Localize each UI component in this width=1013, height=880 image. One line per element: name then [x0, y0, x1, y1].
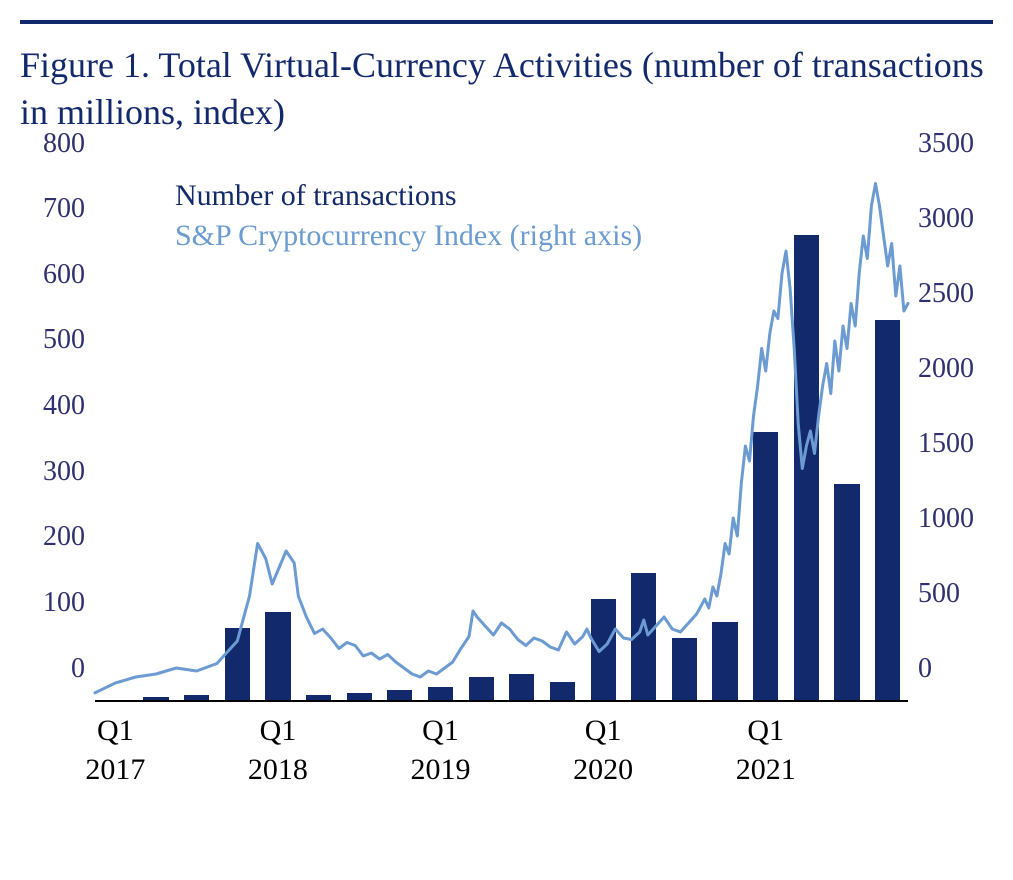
x-tick-label-top: Q1 — [411, 711, 471, 750]
figure-container: Figure 1. Total Virtual-Currency Activit… — [20, 20, 993, 796]
y-left-tick: 700 — [43, 193, 85, 225]
y-left-tick: 600 — [43, 259, 85, 291]
y-right-tick: 2000 — [918, 353, 974, 385]
y-right-tick: 1500 — [918, 428, 974, 460]
y-left-tick: 100 — [43, 587, 85, 619]
y-left-tick: 400 — [43, 390, 85, 422]
y-left-tick: 0 — [71, 653, 85, 685]
x-axis-line — [95, 700, 908, 702]
x-tick-label-top: Q1 — [85, 711, 145, 750]
plot-area: Number of transactions S&P Cryptocurrenc… — [95, 176, 908, 701]
y-left-tick: 300 — [43, 456, 85, 488]
y-axis-left: 0100200300400500600700800 — [20, 176, 90, 701]
x-tick: Q12019 — [411, 711, 471, 789]
x-tick-label-bottom: 2019 — [411, 750, 471, 789]
y-right-tick: 3500 — [918, 128, 974, 160]
x-tick-label-top: Q1 — [573, 711, 633, 750]
y-right-tick: 3000 — [918, 203, 974, 235]
y-right-tick: 1000 — [918, 503, 974, 535]
y-right-tick: 0 — [918, 653, 932, 685]
x-tick-label-bottom: 2020 — [573, 750, 633, 789]
x-tick: Q12020 — [573, 711, 633, 789]
crypto-index-line — [95, 183, 908, 692]
x-tick: Q12017 — [85, 711, 145, 789]
y-left-tick: 800 — [43, 128, 85, 160]
figure-title: Figure 1. Total Virtual-Currency Activit… — [20, 42, 993, 136]
top-rule — [20, 20, 993, 24]
y-axis-right: 0500100015002000250030003500 — [913, 176, 993, 701]
x-tick-label-bottom: 2021 — [736, 750, 796, 789]
x-axis: Q12017Q12018Q12019Q12020Q12021 — [95, 706, 908, 796]
y-right-tick: 2500 — [918, 278, 974, 310]
y-left-tick: 500 — [43, 324, 85, 356]
x-tick-label-top: Q1 — [248, 711, 308, 750]
x-tick: Q12018 — [248, 711, 308, 789]
line-series — [95, 176, 908, 701]
chart: 0100200300400500600700800 05001000150020… — [20, 176, 993, 796]
x-tick-label-bottom: 2018 — [248, 750, 308, 789]
y-left-tick: 200 — [43, 521, 85, 553]
x-tick: Q12021 — [736, 711, 796, 789]
y-right-tick: 500 — [918, 578, 960, 610]
x-tick-label-bottom: 2017 — [85, 750, 145, 789]
x-tick-label-top: Q1 — [736, 711, 796, 750]
